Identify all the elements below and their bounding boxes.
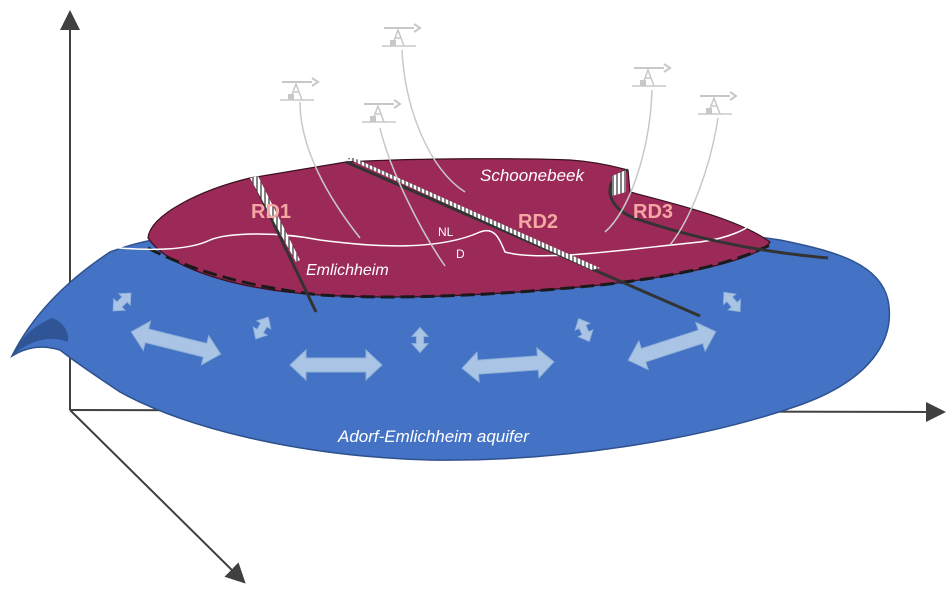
label-rd2: RD2 [518,211,558,233]
label-d: D [456,247,465,261]
nl-d-border-line [99,221,753,257]
fault-rd2 [345,160,701,318]
label-schoonebeek: Schoonebeek [480,166,585,185]
well-trajectories [299,49,719,267]
label-emlichheim: Emlichheim [306,262,389,279]
label-rd1: RD1 [251,201,291,223]
label-nl: NL [438,225,454,239]
z-axis [69,409,246,584]
oil-pumpjack-icon [381,23,421,47]
oil-pumpjack-icon [279,77,319,101]
aquifer-flap [12,318,69,356]
oil-pumpjack-icon [697,91,737,115]
label-aquifer: Adorf-Emlichheim aquifer [337,427,530,446]
oil-pumpjack-icon [361,99,401,123]
fault-rd3-hatch [612,170,626,196]
oil-pumpjack-icon [631,63,671,87]
fault-rd2-hatch [346,158,600,270]
label-rd3: RD3 [633,201,673,223]
fault-rd3 [608,168,829,260]
reservoir-boundary-dashed [147,243,771,299]
fault-rd1-hatch [250,176,300,262]
